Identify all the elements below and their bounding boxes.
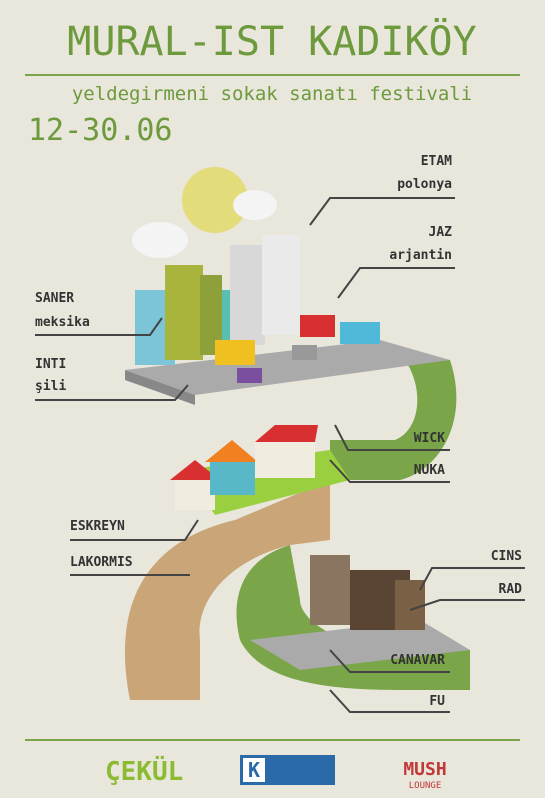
artist-country: polonya	[397, 177, 452, 192]
artist-name: CANAVAR	[390, 653, 445, 668]
artist-name: ETAM	[421, 154, 452, 169]
artist-name: JAZ	[429, 225, 453, 240]
sponsor-logo: LOUNGE	[409, 781, 442, 791]
sponsor-logo: ÇEKÜL	[105, 754, 183, 787]
artist-name: LAKORMIS	[70, 555, 133, 570]
poster: MURAL-IST KADIKÖY yeldegirmeni sokak san…	[0, 0, 545, 798]
dates: 12-30.06	[28, 113, 173, 148]
artist-country: arjantin	[389, 248, 452, 263]
title: MURAL-IST KADIKÖY	[67, 17, 476, 65]
artist-country: şili	[35, 379, 66, 394]
artist-name: FU	[429, 694, 445, 709]
artist-name: NUKA	[414, 463, 445, 478]
subtitle: yeldegirmeni sokak sanatı festivali	[72, 83, 472, 105]
artist-name: SANER	[35, 291, 74, 306]
sponsor-logo: MUSH	[403, 759, 446, 780]
sponsor-logo: K	[248, 758, 260, 782]
artist-name: ESKREYN	[70, 519, 125, 534]
artist-name: CINS	[491, 549, 522, 564]
artist-name: INTI	[35, 357, 66, 372]
artist-country: meksika	[35, 315, 90, 330]
artist-name: WICK	[414, 431, 445, 446]
artist-name: RAD	[499, 582, 523, 597]
